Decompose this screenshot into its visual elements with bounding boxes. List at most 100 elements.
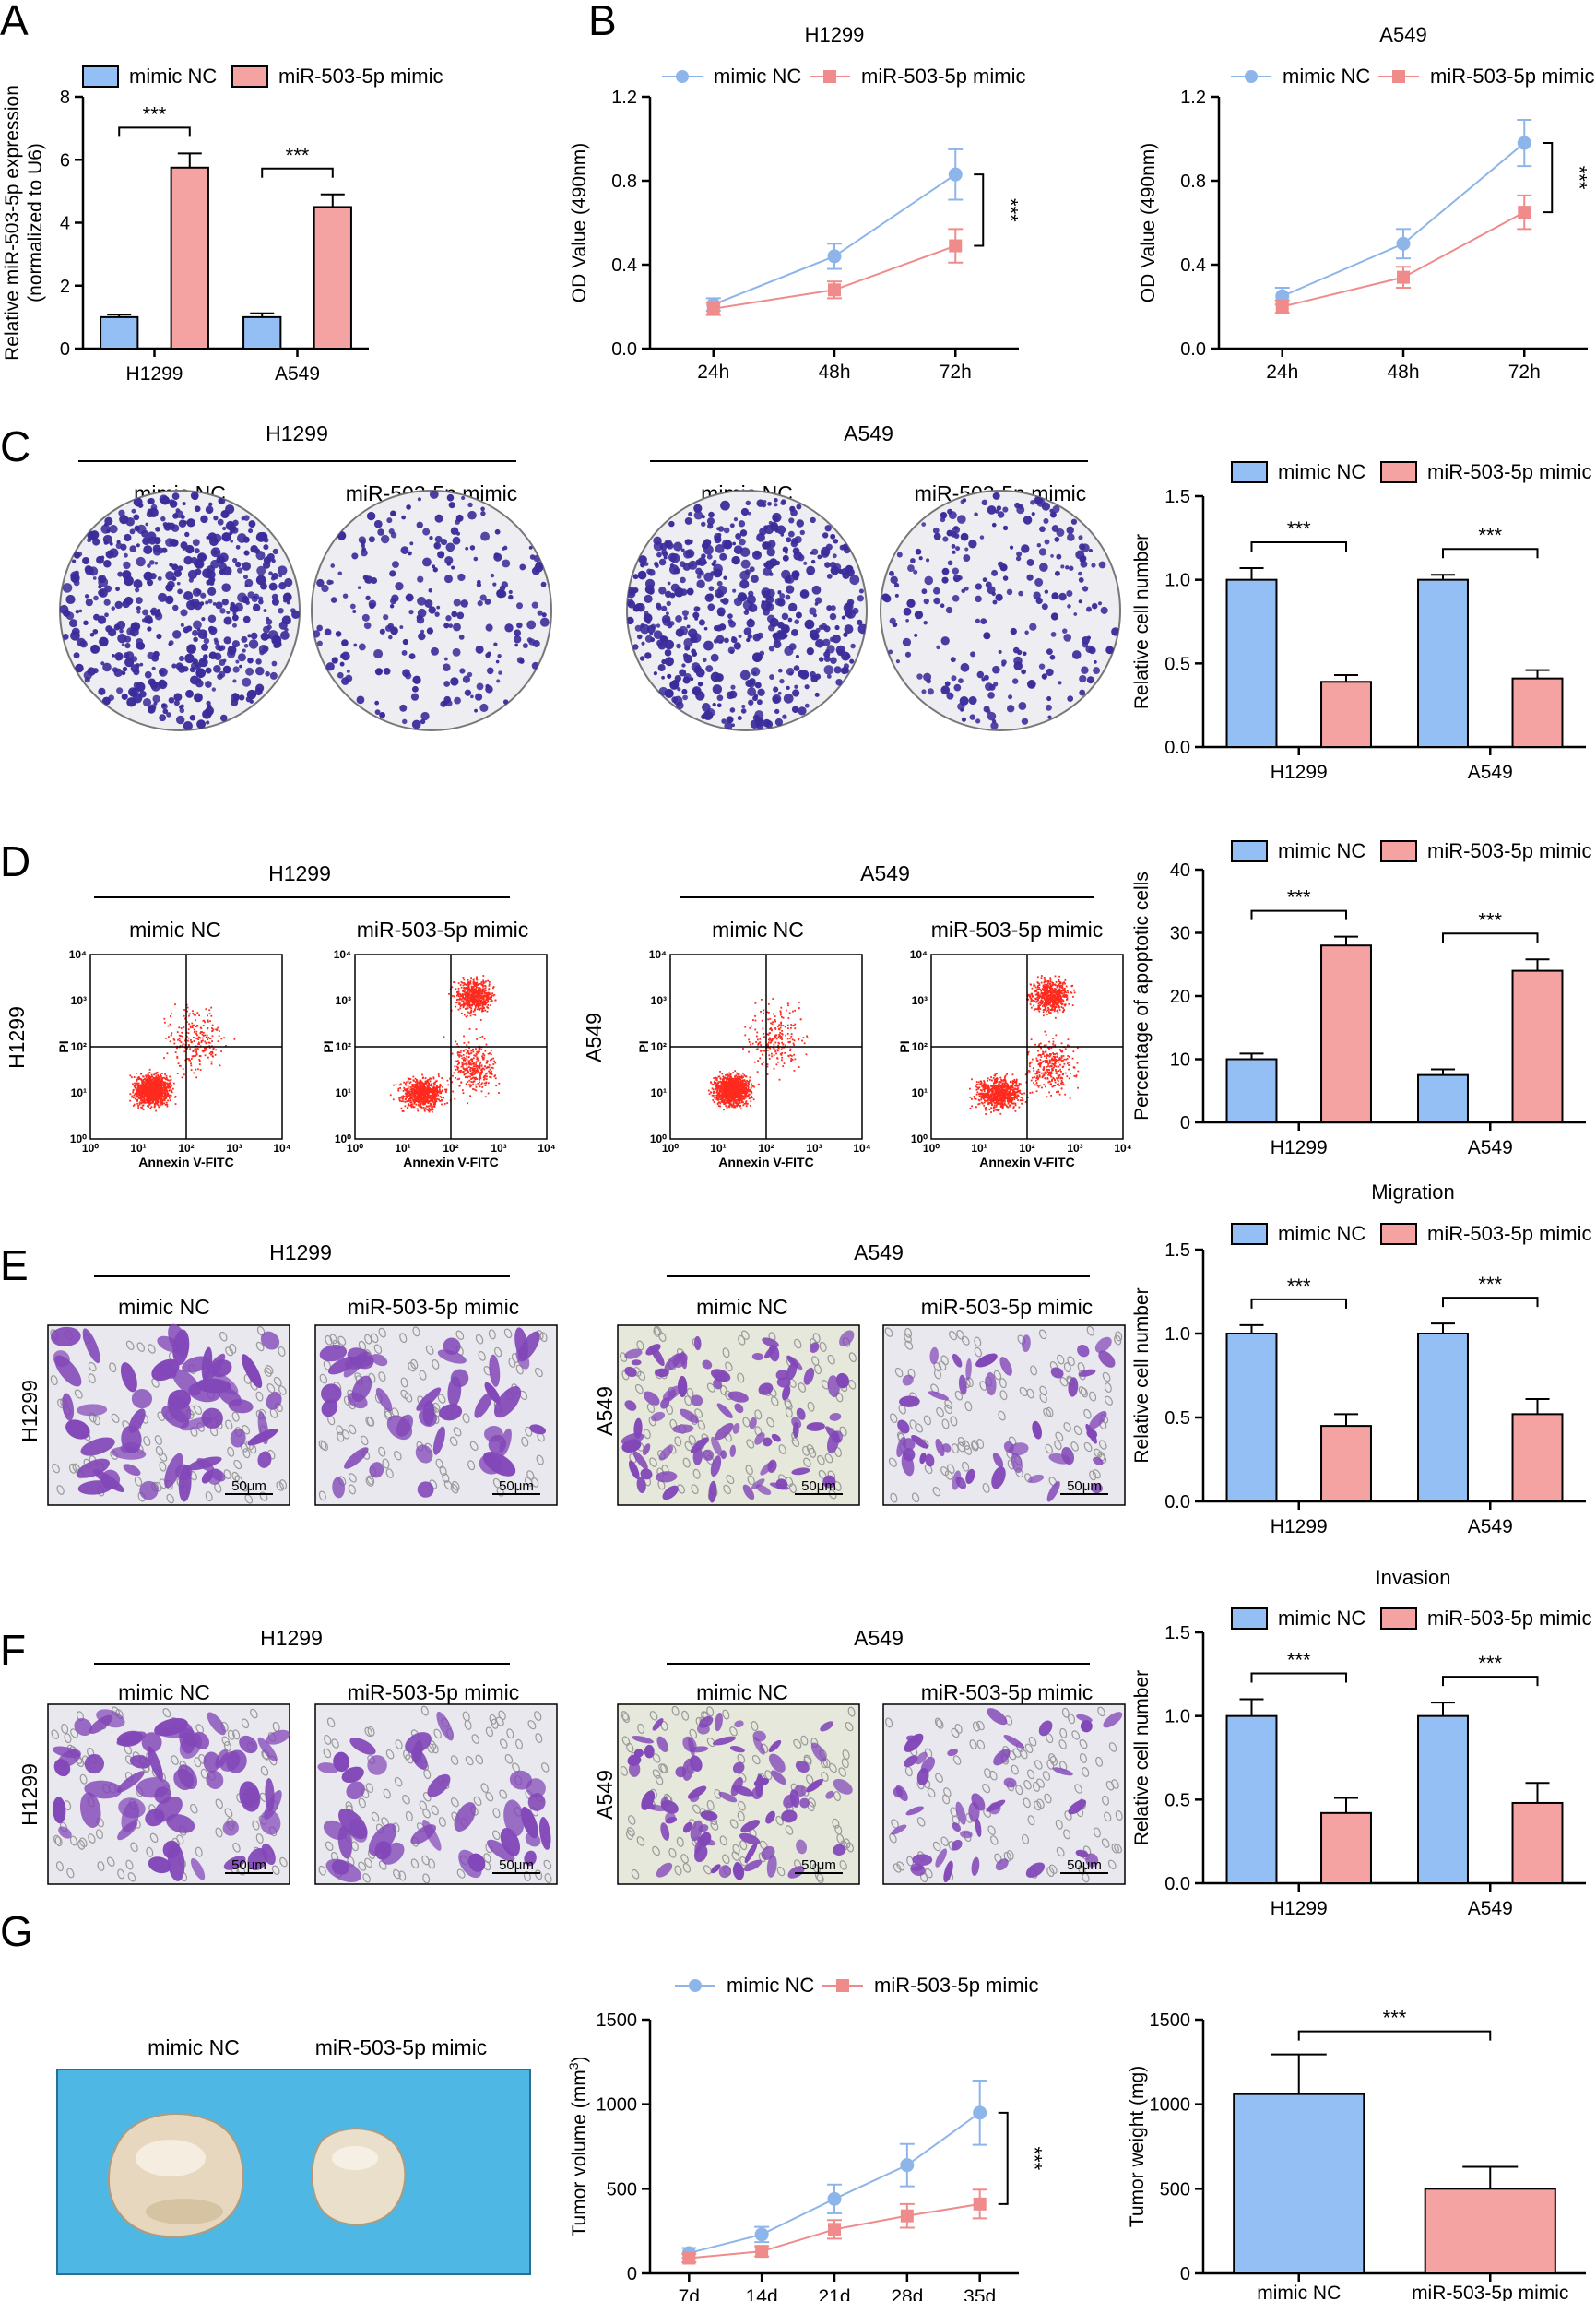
facs-event xyxy=(208,1009,211,1012)
colony-dot xyxy=(1013,661,1023,670)
facs-event xyxy=(466,1044,468,1047)
colony-dot xyxy=(1046,648,1053,656)
colony-dot xyxy=(408,653,416,660)
facs-event xyxy=(469,1069,471,1071)
colony-dot xyxy=(171,575,177,582)
colony-dot xyxy=(340,653,346,659)
colony-dot xyxy=(979,535,985,540)
facs-event xyxy=(415,1103,418,1106)
facs-event xyxy=(164,1103,167,1106)
colony-dot xyxy=(998,649,1002,654)
colony-dot xyxy=(271,593,278,600)
facs-event xyxy=(457,1060,459,1062)
facs-event xyxy=(494,1074,496,1077)
facs-event xyxy=(480,1007,482,1010)
colony-dot xyxy=(150,504,158,511)
colony-dot xyxy=(383,614,389,621)
colony-dot xyxy=(955,546,961,552)
facs-event xyxy=(774,1015,776,1017)
facs-event xyxy=(474,981,477,984)
colony-dot xyxy=(105,550,114,559)
colony-dot xyxy=(183,721,193,730)
facs-event xyxy=(420,1085,423,1088)
facs-event xyxy=(469,1075,471,1078)
colony-dot xyxy=(675,615,682,623)
facs-event xyxy=(462,996,465,998)
facs-event xyxy=(168,1036,170,1038)
colony-dot xyxy=(197,629,208,639)
colony-dot xyxy=(211,687,217,692)
facs-event xyxy=(483,1038,486,1040)
facs-event xyxy=(176,1055,179,1058)
facs-event xyxy=(134,1097,136,1100)
facs-event xyxy=(480,992,483,995)
colony-dot xyxy=(852,607,859,615)
facs-y-tick: 10¹ xyxy=(71,1086,87,1099)
colony-dot xyxy=(479,703,489,713)
colony-dot xyxy=(215,601,223,610)
facs-event xyxy=(474,1014,477,1016)
facs-event xyxy=(455,988,457,990)
colony-dot xyxy=(426,627,434,635)
facs-event xyxy=(430,1083,432,1085)
colony-dot xyxy=(747,511,751,516)
d-label-nc-2: mimic NC xyxy=(712,918,804,942)
colony-dot xyxy=(639,656,645,661)
facs-event xyxy=(144,1078,147,1081)
facs-event xyxy=(448,992,450,995)
colony-dot xyxy=(731,636,736,641)
facs-event xyxy=(151,1098,153,1101)
colony-dot xyxy=(796,519,805,528)
colony-dot xyxy=(460,599,468,608)
colony-dot xyxy=(983,674,989,681)
colony-dot xyxy=(1066,526,1074,535)
facs-event xyxy=(407,1106,409,1109)
facs-event xyxy=(467,994,470,997)
colony-dot xyxy=(1070,518,1078,525)
colony-dot xyxy=(696,606,701,611)
colony-dot xyxy=(499,585,506,592)
facs-event xyxy=(470,1058,473,1061)
facs-event xyxy=(405,1081,408,1084)
colony-dot xyxy=(444,556,454,565)
facs-event xyxy=(457,1072,460,1073)
colony-dot xyxy=(749,566,755,573)
facs-event xyxy=(475,1070,477,1073)
colony-dot xyxy=(98,585,102,589)
facs-event xyxy=(210,1062,213,1065)
colony-dot xyxy=(1091,563,1096,568)
facs-event xyxy=(475,1028,478,1031)
facs-event xyxy=(427,1091,429,1094)
facs-event xyxy=(132,1105,135,1107)
colony-dot xyxy=(399,704,408,712)
facs-event xyxy=(406,1097,408,1099)
colony-dot xyxy=(666,600,671,607)
colony-dot xyxy=(108,694,114,702)
colony-dot xyxy=(795,611,802,619)
facs-event xyxy=(160,1099,162,1102)
facs-event xyxy=(163,1097,165,1100)
facs-event xyxy=(481,1068,483,1071)
colony-dot xyxy=(232,519,239,527)
colony-dot xyxy=(235,561,242,568)
colony-dot xyxy=(761,600,765,604)
colony-dot xyxy=(1029,623,1037,631)
facs-event xyxy=(452,995,454,997)
colony-dot xyxy=(953,526,959,531)
colony-dot xyxy=(231,623,237,628)
facs-event xyxy=(171,1013,173,1015)
colony-dot xyxy=(1021,544,1030,553)
colony-dot xyxy=(379,711,386,718)
colony-dot xyxy=(924,575,934,586)
colony-dot xyxy=(429,536,433,540)
facs-event xyxy=(493,1060,496,1062)
facs-event xyxy=(463,1014,466,1016)
colony-dot xyxy=(1066,590,1073,598)
facs-event xyxy=(459,1084,462,1086)
colony-dot xyxy=(244,584,249,587)
colony-dot xyxy=(195,588,202,595)
colony-dot xyxy=(1026,558,1034,566)
facs-event xyxy=(483,1054,486,1057)
colony-dot xyxy=(705,665,714,673)
colony-dot xyxy=(1010,627,1017,635)
